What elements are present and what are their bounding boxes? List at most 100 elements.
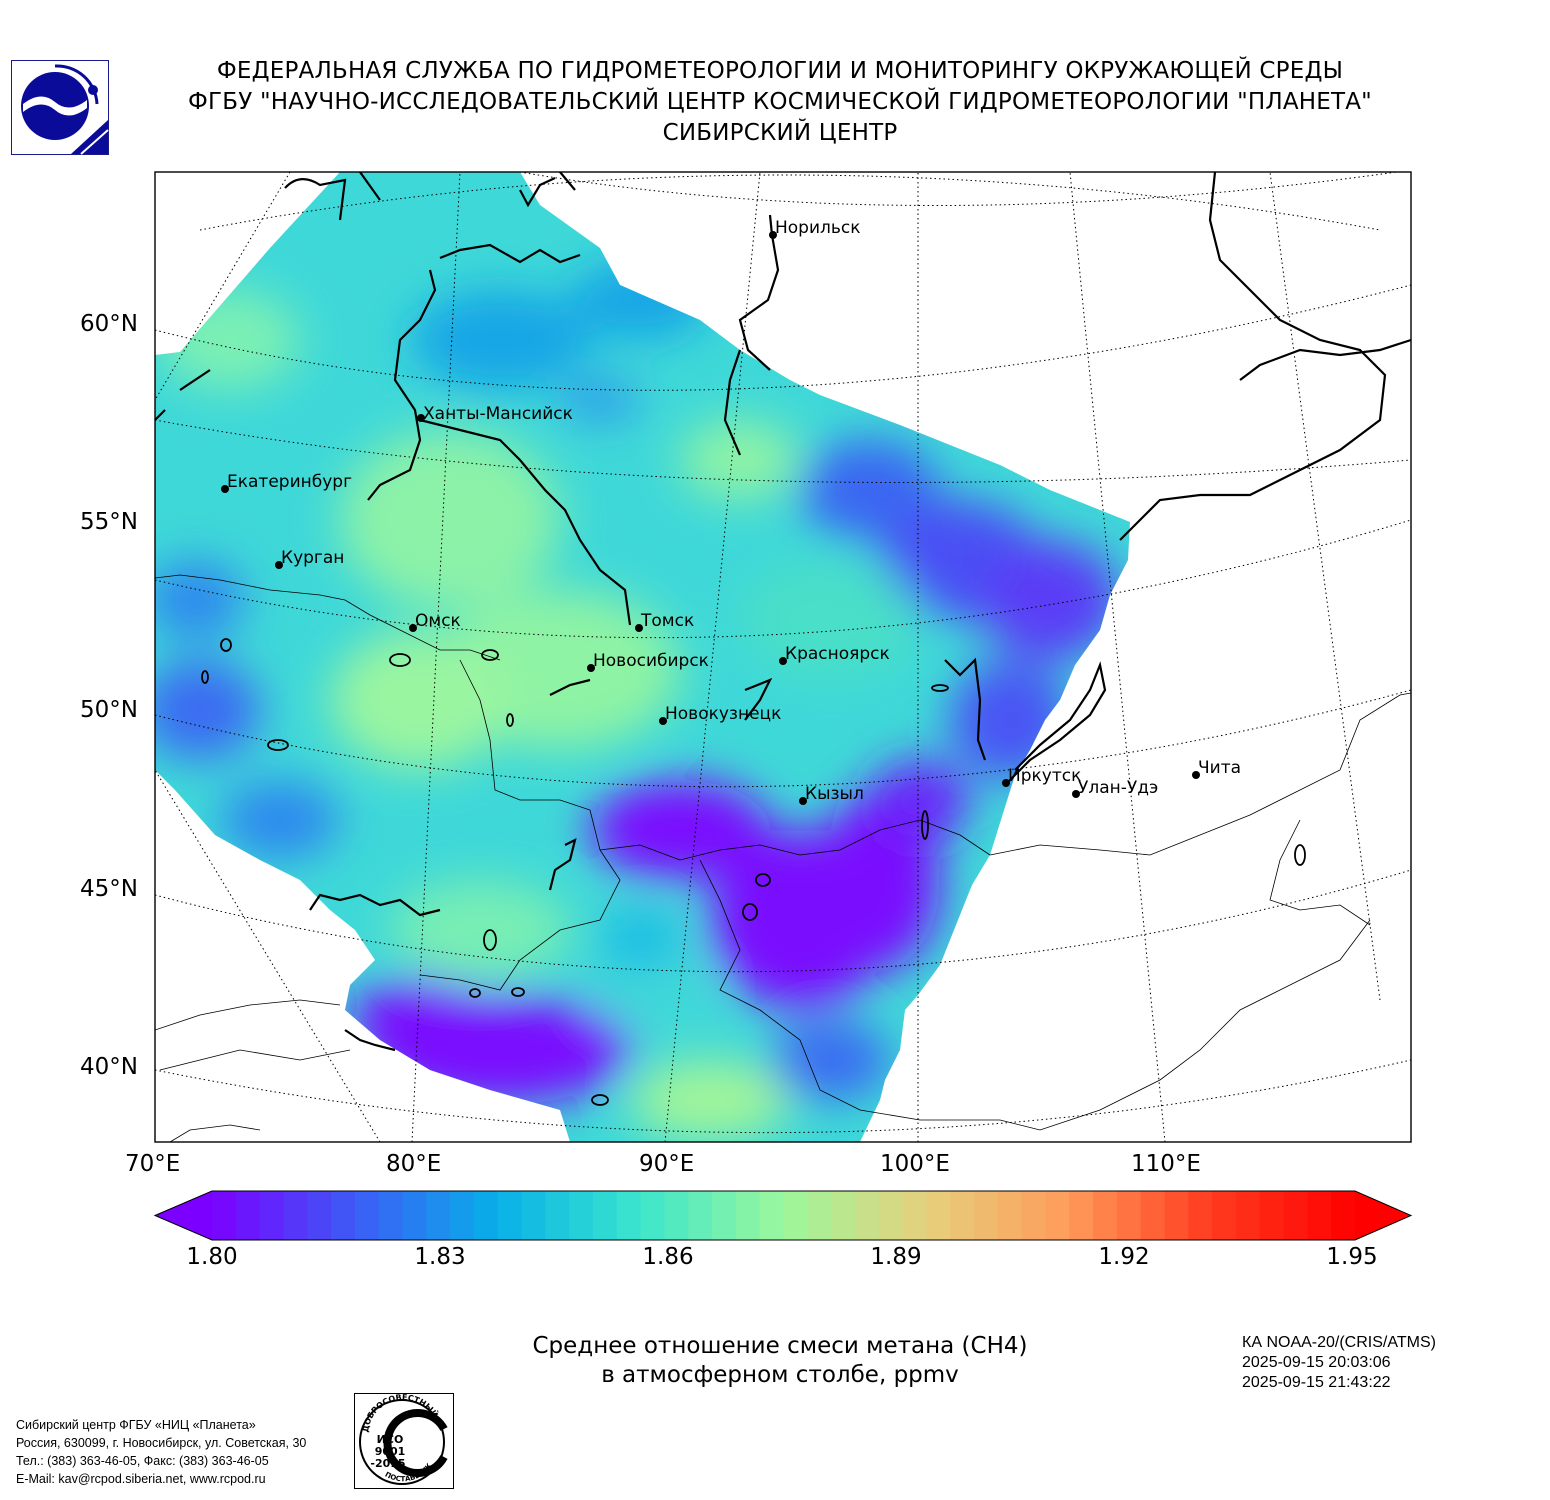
colorbar-segment bbox=[283, 1191, 308, 1240]
colorbar-segment bbox=[1259, 1191, 1285, 1240]
footer-contacts: Сибирский центр ФГБУ «НИЦ «Планета» Росс… bbox=[16, 1416, 306, 1488]
colorbar-segment bbox=[664, 1191, 689, 1240]
colorbar-segment bbox=[1069, 1191, 1094, 1240]
header-line-2: ФГБУ "НАУЧНО-ИССЛЕДОВАТЕЛЬСКИЙ ЦЕНТР КОС… bbox=[188, 89, 1372, 115]
lon-label-90: 90°E bbox=[639, 1151, 695, 1177]
city-marker-ekaterinburg bbox=[221, 485, 229, 493]
city-label-ekaterinburg: Екатеринбург bbox=[227, 472, 353, 492]
header: ФЕДЕРАЛЬНАЯ СЛУЖБА ПО ГИДРОМЕТЕОРОЛОГИИ … bbox=[130, 56, 1430, 149]
header-line-3: СИБИРСКИЙ ЦЕНТР bbox=[662, 120, 898, 146]
colorbar-segment bbox=[1116, 1191, 1142, 1240]
colorbar-segment bbox=[688, 1191, 713, 1240]
colorbar-segment bbox=[521, 1191, 546, 1240]
iso-certification-stamp: ДОБРОСОВЕСТНЫЙ ПОСТАВЩИК ИСО 9001 -2015 bbox=[354, 1393, 454, 1489]
footer-line-4: E-Mail: kav@rcpod.siberia.net, www.rcpod… bbox=[16, 1472, 266, 1486]
city-label-novokuznetsk: Новокузнецк bbox=[665, 704, 782, 724]
lat-label-55: 55°N bbox=[80, 509, 138, 535]
lat-label-45: 45°N bbox=[80, 876, 138, 902]
city-label-omsk: Омск bbox=[415, 611, 461, 631]
colorbar-tick-1-86: 1.86 bbox=[642, 1244, 694, 1270]
colorbar-segment bbox=[497, 1191, 523, 1240]
colorbar-segment bbox=[331, 1191, 356, 1240]
city-marker-ulan-ude bbox=[1072, 790, 1080, 798]
lon-label-110: 110°E bbox=[1131, 1151, 1201, 1177]
colorbar-segment bbox=[450, 1191, 475, 1240]
map-caption: Среднее отношение смеси метана (CH4) в а… bbox=[460, 1332, 1100, 1390]
city-label-ulan-ude: Улан-Удэ bbox=[1078, 778, 1159, 798]
city-marker-novosibirsk bbox=[587, 664, 595, 672]
header-line-1: ФЕДЕРАЛЬНАЯ СЛУЖБА ПО ГИДРОМЕТЕОРОЛОГИИ … bbox=[216, 58, 1344, 84]
colorbar-segment bbox=[1164, 1191, 1189, 1240]
graticule bbox=[155, 172, 1411, 1142]
iso-line-1: ИСО bbox=[377, 1433, 404, 1446]
colorbar-segment bbox=[1021, 1191, 1047, 1240]
lon-label-100: 100°E bbox=[880, 1151, 950, 1177]
colorbar-segment bbox=[640, 1191, 666, 1240]
colorbar-segment bbox=[569, 1191, 594, 1240]
colorbar-segment bbox=[831, 1191, 856, 1240]
city-label-kurgan: Курган bbox=[281, 548, 345, 568]
colorbar-segment bbox=[1235, 1191, 1261, 1240]
city-label-chita: Чита bbox=[1198, 758, 1242, 778]
colorbar-segment bbox=[807, 1191, 832, 1240]
lakes bbox=[201, 638, 1306, 1106]
iso-line-2: 9001 bbox=[375, 1445, 406, 1458]
city-marker-norilsk bbox=[769, 231, 777, 239]
colorbar-tick-1-89: 1.89 bbox=[870, 1244, 922, 1270]
colorbar-segment bbox=[854, 1191, 880, 1240]
colorbar-segment bbox=[759, 1191, 785, 1240]
colorbar-segment bbox=[950, 1191, 975, 1240]
satellite-end-time: 2025-09-15 21:43:22 bbox=[1242, 1374, 1391, 1391]
city-marker-novokuznetsk bbox=[659, 717, 667, 725]
city-markers bbox=[221, 231, 1200, 805]
colorbar-segment bbox=[878, 1191, 904, 1240]
city-marker-chita bbox=[1192, 771, 1200, 779]
colorbar-outline bbox=[153, 1190, 1413, 1241]
colorbar-segment bbox=[1140, 1191, 1166, 1240]
satellite-info: КА NOAA-20/(CRIS/ATMS) 2025-09-15 20:03:… bbox=[1242, 1333, 1436, 1393]
city-marker-khanty-mansiysk bbox=[417, 414, 425, 422]
colorbar-tick-1-80: 1.80 bbox=[186, 1244, 238, 1270]
colorbar-segment bbox=[212, 1191, 237, 1240]
iso-line-3: -2015 bbox=[370, 1457, 405, 1470]
caption-line-1: Среднее отношение смеси метана (CH4) bbox=[532, 1333, 1028, 1359]
colorbar-segment bbox=[593, 1191, 618, 1240]
colorbar-min-extension bbox=[155, 1191, 212, 1240]
lat-label-60: 60°N bbox=[80, 311, 138, 337]
colorbar-segment bbox=[354, 1191, 380, 1240]
city-marker-irkutsk bbox=[1002, 779, 1010, 787]
footer-line-3: Тел.: (383) 363-46-05, Факс: (383) 363-4… bbox=[16, 1454, 269, 1468]
city-label-krasnoyarsk: Красноярск bbox=[785, 644, 890, 664]
colorbar-segment bbox=[1093, 1191, 1118, 1240]
roshydromet-logo bbox=[11, 60, 109, 155]
lat-label-50: 50°N bbox=[80, 697, 138, 723]
satellite-name: КА NOAA-20/(CRIS/ATMS) bbox=[1242, 1334, 1436, 1351]
colorbar bbox=[153, 1190, 1413, 1241]
colorbar-tick-1-92: 1.92 bbox=[1098, 1244, 1150, 1270]
colorbar-segment bbox=[902, 1191, 927, 1240]
colorbar-segment bbox=[1045, 1191, 1070, 1240]
city-label-tomsk: Томск bbox=[641, 611, 695, 631]
colorbar-segment bbox=[1331, 1191, 1356, 1240]
city-label-kyzyl: Кызыл bbox=[805, 784, 864, 804]
city-marker-tomsk bbox=[635, 624, 643, 632]
city-label-norilsk: Норильск bbox=[775, 218, 861, 238]
colorbar-segment bbox=[1283, 1191, 1308, 1240]
colorbar-segment bbox=[473, 1191, 499, 1240]
colorbar-segment bbox=[378, 1191, 404, 1240]
colorbar-segment bbox=[1307, 1191, 1332, 1240]
colorbar-segment bbox=[997, 1191, 1023, 1240]
city-marker-krasnoyarsk bbox=[779, 657, 787, 665]
city-marker-kyzyl bbox=[799, 797, 807, 805]
colorbar-segment bbox=[926, 1191, 951, 1240]
colorbar-segment bbox=[1212, 1191, 1237, 1240]
caption-line-2: в атмосферном столбе, ppmv bbox=[601, 1362, 959, 1388]
borders bbox=[155, 574, 1411, 1142]
lon-label-70: 70°E bbox=[125, 1151, 181, 1177]
colorbar-max-extension bbox=[1355, 1191, 1411, 1240]
footer-line-1: Сибирский центр ФГБУ «НИЦ «Планета» bbox=[16, 1418, 256, 1432]
coastlines-rivers bbox=[155, 172, 1411, 1052]
colorbar-segment bbox=[235, 1191, 261, 1240]
map-frame bbox=[154, 171, 1412, 1143]
